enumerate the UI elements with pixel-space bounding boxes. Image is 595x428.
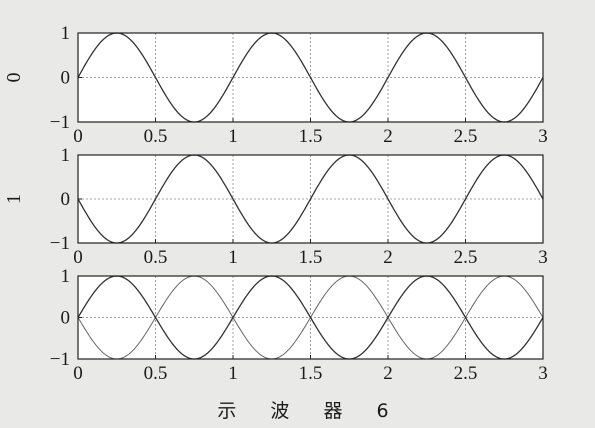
- x-tick-label: 2.5: [454, 363, 478, 384]
- y-tick-label: 1: [61, 145, 71, 166]
- x-tick-label: 2.5: [454, 126, 478, 147]
- y-tick-label: −1: [50, 349, 70, 370]
- chart-panel-0: 0 0.5 1 1.5 2 2.5 310−10: [3, 23, 548, 147]
- x-tick-label: 0: [73, 247, 83, 268]
- x-tick-label: 1: [228, 126, 238, 147]
- x-tick-label: 0: [73, 126, 83, 147]
- x-tick-label: 1: [228, 363, 238, 384]
- x-tick-label: 1.5: [299, 126, 323, 147]
- chart-panels: 0 0.5 1 1.5 2 2.5 310−100 0.5 1 1.5 2 2.5 310−110 0.5…: [3, 23, 548, 384]
- x-tick-label: 1.5: [299, 247, 323, 268]
- x-tick-label: 2: [383, 247, 393, 268]
- y-tick-label: −1: [50, 112, 70, 133]
- x-tick-label: 0: [73, 363, 83, 384]
- x-tick-label: 2: [383, 363, 393, 384]
- x-tick-label: 0.5: [144, 363, 168, 384]
- x-tick-label: 0.5: [144, 126, 168, 147]
- y-tick-label: 1: [61, 23, 71, 44]
- x-tick-label: 1.5: [299, 363, 323, 384]
- x-tick-label: 3: [538, 247, 548, 268]
- x-tick-label: 0.5: [144, 247, 168, 268]
- x-tick-label: 2: [383, 126, 393, 147]
- chart-panel-2: 0 0.5 1 1.5 2 2.5 310−1: [50, 266, 548, 384]
- y-axis-label: 0: [3, 73, 25, 83]
- y-tick-label: 0: [61, 189, 71, 210]
- y-tick-label: 0: [61, 68, 71, 89]
- x-tick-label: 1: [228, 247, 238, 268]
- y-tick-label: −1: [50, 233, 70, 254]
- y-tick-label: 1: [61, 266, 71, 287]
- chart-panel-1: 0 0.5 1 1.5 2 2.5 310−11: [3, 145, 548, 268]
- x-tick-label: 2.5: [454, 247, 478, 268]
- series-line-1: [77, 275, 544, 360]
- series-line-0: [77, 32, 544, 123]
- figure-caption: 示 波 器 6: [217, 400, 402, 422]
- x-tick-label: 3: [538, 126, 548, 147]
- y-tick-label: 0: [61, 308, 71, 329]
- x-tick-label: 3: [538, 363, 548, 384]
- y-axis-label: 1: [3, 194, 25, 204]
- series-line-0: [77, 154, 544, 244]
